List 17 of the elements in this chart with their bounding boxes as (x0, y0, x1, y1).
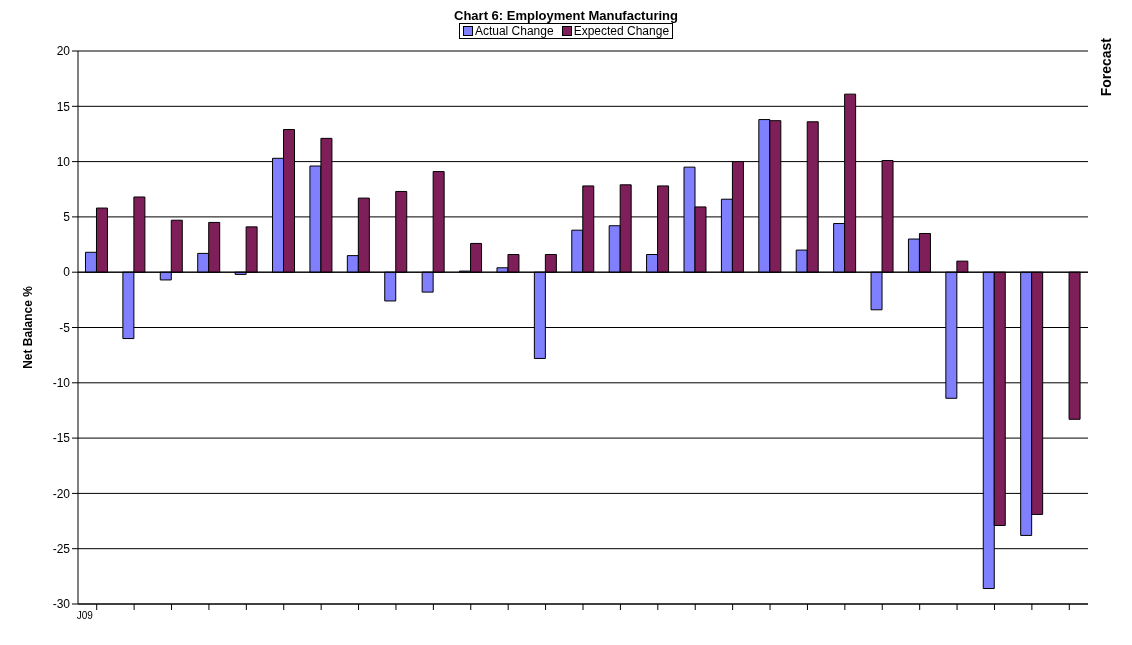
legend-label: Expected Change (572, 24, 670, 38)
y-tick-label: 20 (56, 44, 71, 59)
y-tick-label: -5 (59, 320, 71, 335)
chart-title: Chart 6: Employment Manufacturing (453, 8, 679, 23)
y-tick-label: -30 (52, 597, 71, 612)
y-tick-label: -15 (52, 431, 71, 446)
x-tick-label: J09 (76, 610, 94, 622)
y-axis-title: Net Balance % (21, 285, 36, 369)
y-tick-label: 0 (63, 265, 71, 280)
text: Forecast (1098, 38, 1114, 97)
legend-label: Actual Change (473, 24, 554, 38)
y-tick-label: 10 (56, 154, 71, 169)
y-tick-label: -20 (52, 486, 71, 501)
y-tick-label: 15 (56, 99, 71, 114)
y-tick-label: -25 (52, 541, 71, 556)
y-tick-label: 5 (63, 210, 71, 225)
y-tick-label: -10 (52, 376, 71, 391)
